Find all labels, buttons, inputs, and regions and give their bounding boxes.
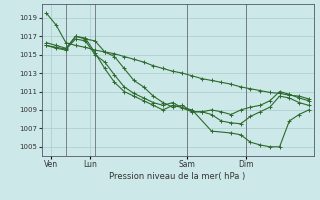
- X-axis label: Pression niveau de la mer( hPa ): Pression niveau de la mer( hPa ): [109, 172, 246, 181]
